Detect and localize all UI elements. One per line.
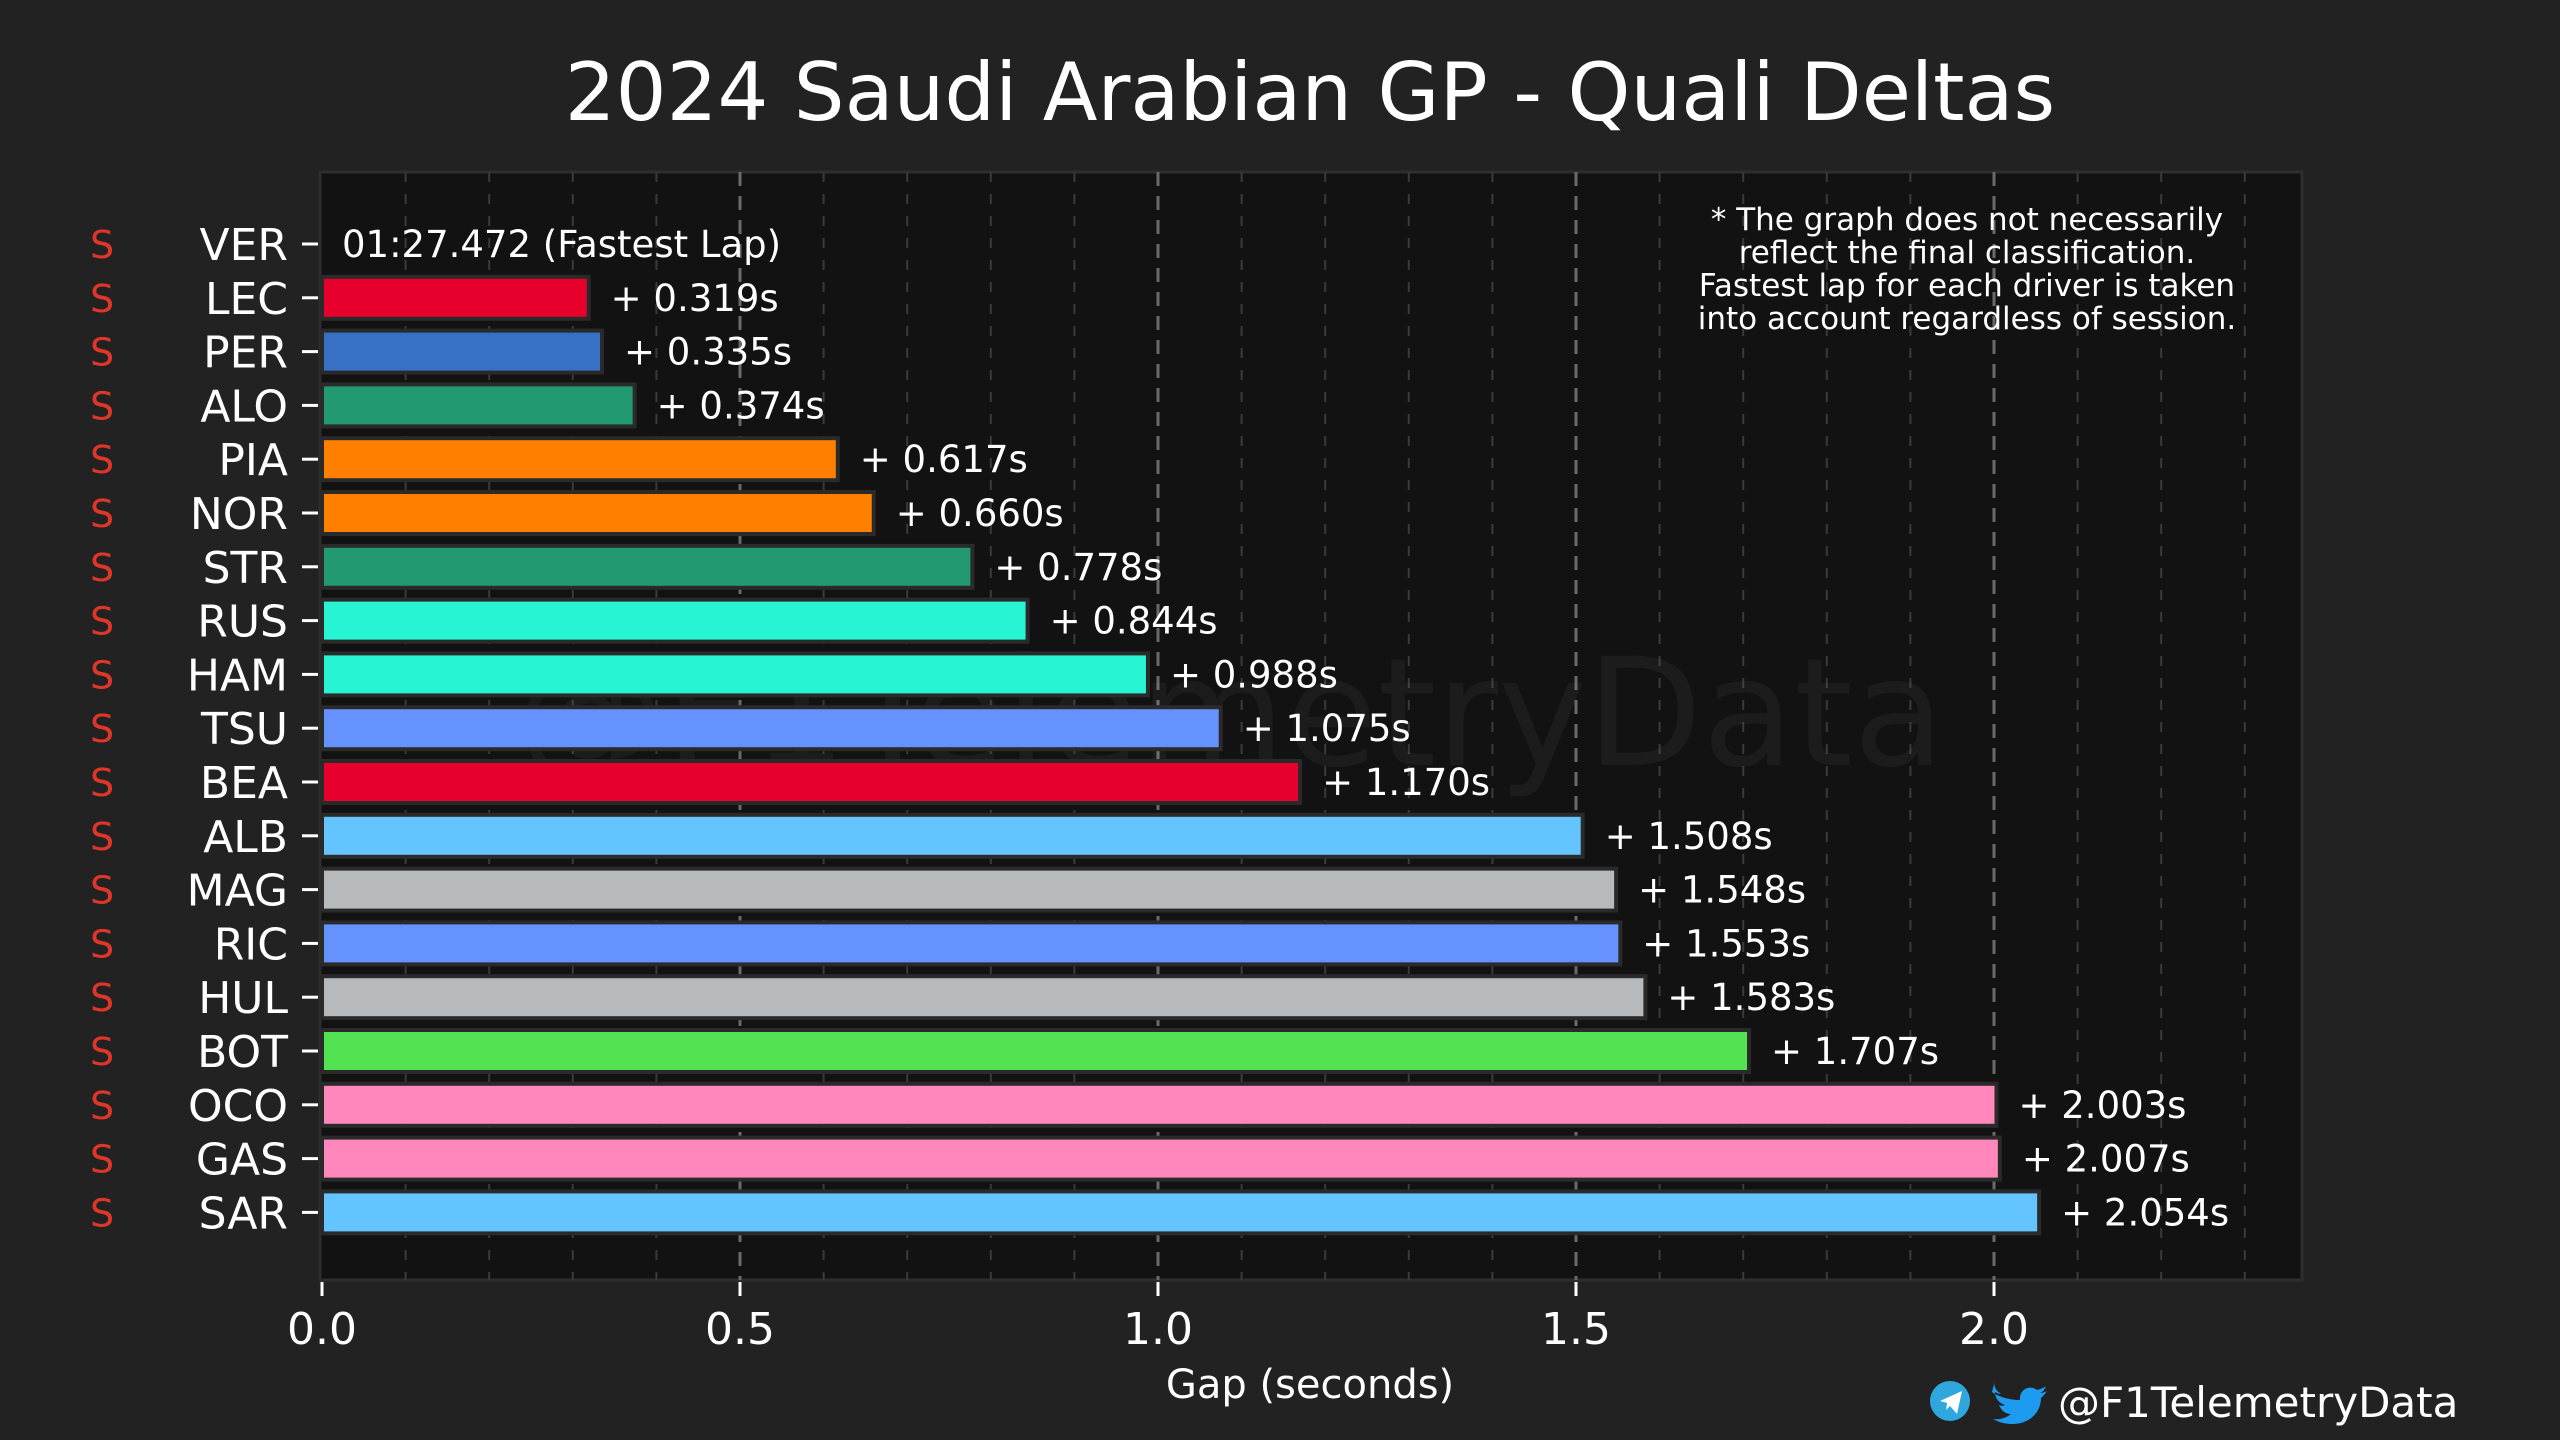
x-tick-label: 2.0 — [1959, 1304, 2029, 1355]
telegram-icon — [1930, 1381, 1970, 1421]
tyre-compound-label: S — [90, 815, 114, 859]
driver-label-ham: HAM — [187, 650, 288, 701]
driver-label-sar: SAR — [199, 1188, 288, 1239]
driver-label-tsu: TSU — [200, 704, 288, 755]
tyre-compound-label: S — [90, 277, 114, 321]
value-label-tsu: + 1.075s — [1243, 707, 1411, 750]
driver-label-alb: ALB — [203, 812, 288, 863]
driver-label-ver: VER — [200, 220, 288, 271]
value-label-per: + 0.335s — [624, 331, 792, 374]
note-line: into account regardless of session. — [1698, 301, 2236, 337]
value-label-oco: + 2.003s — [2019, 1084, 2187, 1127]
value-label-ric: + 1.553s — [1642, 922, 1810, 965]
bar-hul — [320, 974, 1648, 1021]
x-axis-ticks: 0.0 0.5 1.0 1.5 2.0 — [287, 1282, 2029, 1355]
classification-note: * The graph does not necessarily reflect… — [1698, 202, 2236, 337]
driver-label-bot: BOT — [197, 1027, 288, 1078]
tyre-compound-label: S — [90, 653, 114, 697]
tyre-compound-label: S — [90, 869, 114, 913]
x-axis-label: Gap (seconds) — [1166, 1362, 1454, 1408]
bars — [320, 274, 2042, 1236]
value-label-pia: + 0.617s — [860, 438, 1028, 481]
driver-label-nor: NOR — [190, 489, 288, 540]
bar-gas — [320, 1135, 2002, 1182]
value-label-ham: + 0.988s — [1170, 653, 1338, 696]
twitter-handle: @F1TelemetryData — [2058, 1378, 2458, 1427]
driver-label-hul: HUL — [198, 973, 288, 1024]
tyre-compound-label: S — [90, 976, 114, 1020]
driver-label-gas: GAS — [196, 1135, 288, 1186]
bar-bea — [320, 759, 1303, 805]
tyre-compound-label: S — [90, 384, 114, 428]
driver-label-per: PER — [203, 328, 288, 379]
bar-mag — [320, 866, 1619, 913]
bar-ham — [320, 651, 1150, 698]
bar-per — [320, 328, 605, 375]
tyre-compound-label: S — [90, 492, 114, 536]
tyre-compound-label: S — [90, 1030, 114, 1074]
twitter-icon — [1992, 1380, 2047, 1424]
driver-label-ric: RIC — [214, 919, 288, 970]
tyre-compound-label: S — [90, 223, 114, 267]
value-label-gas: + 2.007s — [2022, 1138, 2190, 1181]
bar-nor — [320, 490, 876, 536]
tyre-compound-label: S — [90, 1138, 114, 1182]
bar-tsu — [320, 705, 1223, 752]
driver-label-alo: ALO — [200, 381, 288, 432]
bar-rus — [320, 597, 1030, 644]
driver-labels: S VER S LEC S PER S ALO S PIA S NOR S STR S RUS S HAM S TSU… — [90, 220, 318, 1239]
driver-label-pia: PIA — [218, 435, 288, 486]
tyre-compound-label: S — [90, 438, 114, 482]
note-line: reflect the final classification. — [1739, 235, 2196, 271]
x-tick-label: 1.0 — [1123, 1304, 1193, 1355]
value-label-sar: + 2.054s — [2061, 1191, 2229, 1234]
value-label-ver: 01:27.472 (Fastest Lap) — [342, 223, 781, 266]
driver-label-str: STR — [203, 543, 288, 594]
bar-ric — [320, 920, 1623, 967]
value-label-rus: + 0.844s — [1050, 600, 1218, 643]
tyre-compound-label: S — [90, 600, 114, 644]
driver-label-oco: OCO — [188, 1081, 288, 1132]
bar-str — [320, 543, 975, 590]
x-tick-label: 0.5 — [705, 1304, 775, 1355]
driver-label-mag: MAG — [187, 866, 288, 917]
bar-oco — [320, 1081, 1999, 1128]
bar-sar — [320, 1189, 2042, 1236]
value-label-mag: + 1.548s — [1638, 869, 1806, 912]
note-line: Fastest lap for each driver is taken — [1699, 268, 2235, 304]
chart-title: 2024 Saudi Arabian GP - Quali Deltas — [565, 46, 2055, 139]
driver-label-rus: RUS — [197, 597, 288, 648]
x-tick-label: 1.5 — [1541, 1304, 1611, 1355]
tyre-compound-label: S — [90, 546, 114, 590]
bar-lec — [320, 274, 591, 321]
value-label-alo: + 0.374s — [657, 384, 825, 427]
bar-alo — [320, 382, 637, 429]
bar-pia — [320, 436, 840, 483]
tyre-compound-label: S — [90, 1084, 114, 1128]
tyre-compound-label: S — [90, 707, 114, 751]
tyre-compound-label: S — [90, 1191, 114, 1235]
bar-alb — [320, 812, 1585, 859]
tyre-compound-label: S — [90, 922, 114, 966]
value-label-bot: + 1.707s — [1771, 1030, 1939, 1073]
value-label-alb: + 1.508s — [1605, 815, 1773, 858]
tyre-compound-label: S — [90, 331, 114, 375]
value-labels: 01:27.472 (Fastest Lap) + 0.319s + 0.335s +… — [342, 223, 2229, 1234]
value-label-lec: + 0.319s — [611, 277, 779, 320]
driver-label-lec: LEC — [205, 274, 288, 325]
value-label-nor: + 0.660s — [896, 492, 1064, 535]
x-tick-label: 0.0 — [287, 1304, 357, 1355]
value-label-hul: + 1.583s — [1667, 976, 1835, 1019]
bar-bot — [320, 1028, 1752, 1074]
driver-label-bea: BEA — [200, 758, 288, 809]
tyre-compound-label: S — [90, 761, 114, 805]
note-line: * The graph does not necessarily — [1711, 202, 2223, 238]
value-label-str: + 0.778s — [994, 546, 1162, 589]
value-label-bea: + 1.170s — [1322, 761, 1490, 804]
